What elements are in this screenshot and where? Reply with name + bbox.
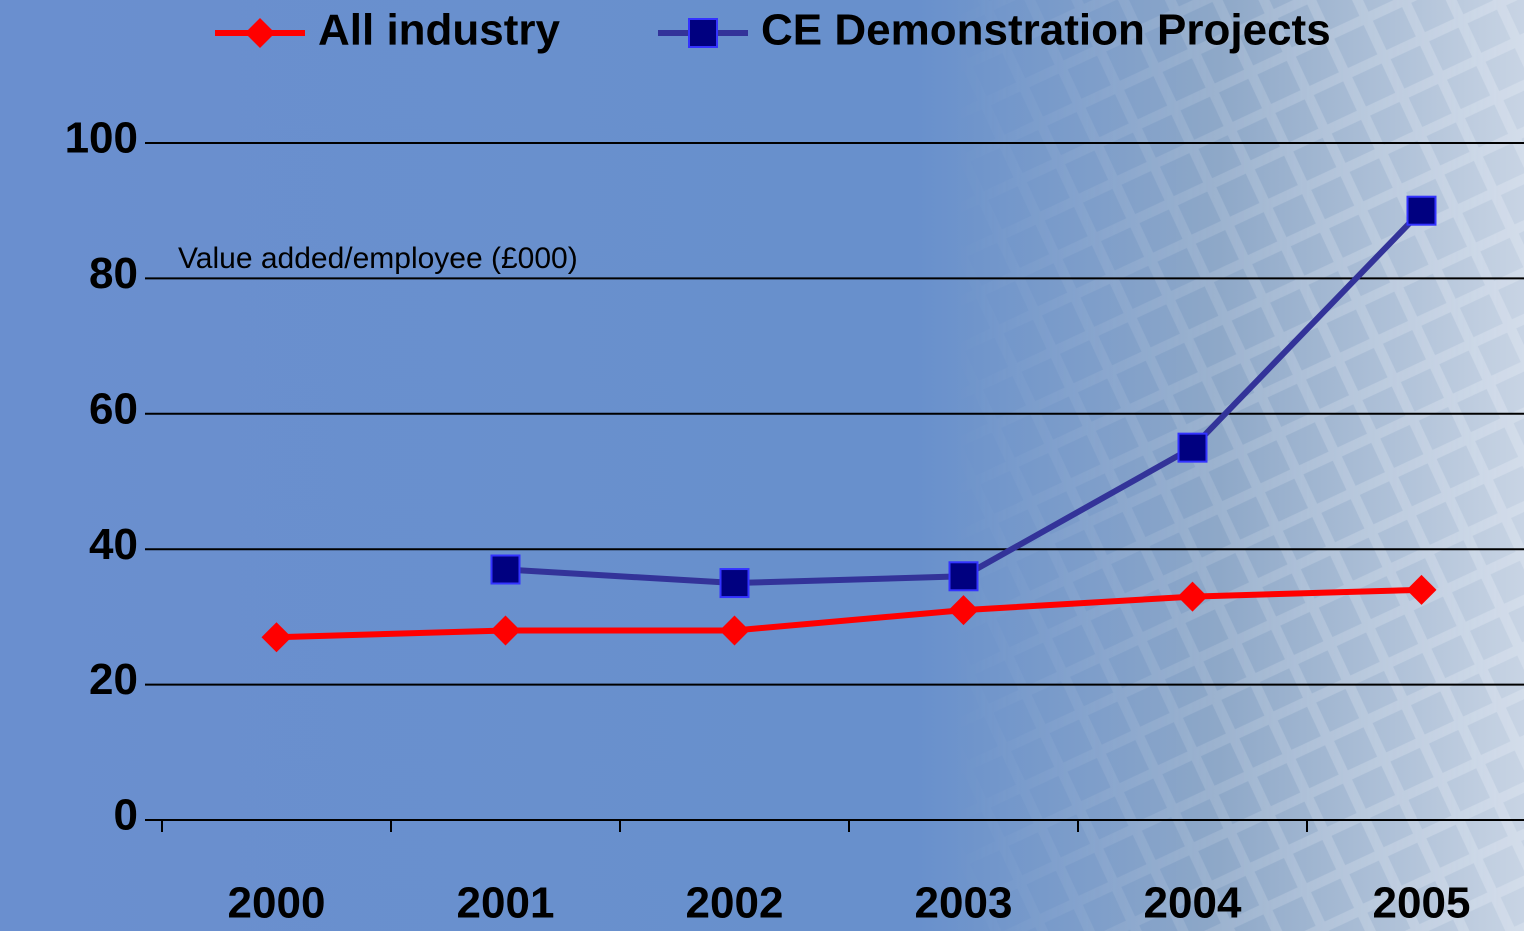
legend-marker [688,18,718,48]
legend-marker [245,18,275,48]
data-point [261,622,292,653]
x-tick-label: 2000 [228,879,326,928]
y-tick-label: 80 [89,249,138,298]
data-point [948,595,979,626]
legend-label: All industry [318,6,561,55]
y-tick-label: 20 [89,655,138,704]
y-tick-label: 60 [89,384,138,433]
annotation: Value added/employee (£000) [178,242,578,275]
x-tick-label: 2003 [915,879,1013,928]
x-tick-label: 2005 [1373,879,1471,928]
data-point [948,561,979,592]
data-point [490,615,521,646]
y-tick-label: 0 [114,791,138,840]
data-point [1177,432,1208,463]
x-tick-label: 2002 [686,879,784,928]
data-point [719,568,750,599]
x-tick-label: 2001 [457,879,555,928]
x-tick-label: 2004 [1144,879,1242,928]
legend-label: CE Demonstration Projects [761,6,1331,55]
y-tick-label: 40 [89,520,138,569]
data-point [1406,195,1437,226]
data-point [490,554,521,585]
data-point [1177,581,1208,612]
data-point [719,615,750,646]
series-line [276,586,1422,641]
y-tick-label: 100 [65,114,138,163]
background-pattern [950,0,1524,931]
data-point [1406,574,1437,605]
